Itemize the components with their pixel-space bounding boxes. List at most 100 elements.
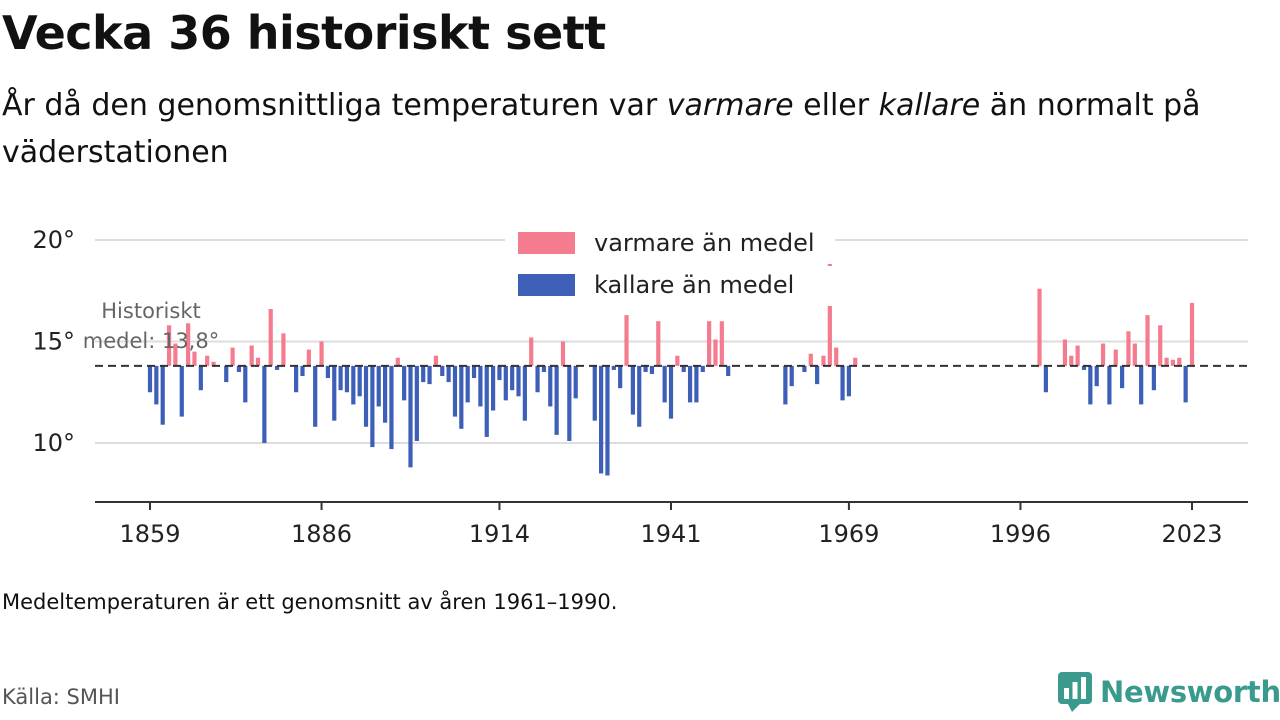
- bar-cold: [376, 365, 381, 407]
- bar-warm: [675, 355, 680, 366]
- bar-warm: [205, 355, 210, 366]
- bar-cold: [243, 365, 248, 403]
- bar-warm: [1145, 315, 1150, 366]
- subtitle-text-2: eller: [793, 88, 879, 123]
- bar-warm: [1132, 343, 1137, 366]
- bar-cold: [541, 365, 547, 372]
- bar-warm: [1177, 357, 1182, 366]
- bar-warm: [808, 353, 813, 366]
- newsworthy-logo-icon: [1058, 672, 1092, 712]
- bar-warm: [186, 323, 191, 366]
- bar-warm: [624, 315, 629, 366]
- bar-cold: [700, 365, 705, 372]
- bar-cold: [726, 365, 731, 377]
- bar-warm: [1075, 345, 1080, 366]
- footnote: Medeltemperaturen är ett genomsnitt av å…: [2, 590, 618, 614]
- bar-cold: [363, 365, 369, 427]
- bar-warm: [306, 349, 311, 366]
- bar-cold: [497, 365, 502, 381]
- bar-cold: [1120, 365, 1125, 389]
- bar-cold: [815, 365, 820, 385]
- subtitle-warm-word: varmare: [666, 88, 794, 123]
- bar-warm: [1062, 339, 1068, 366]
- bar-cold: [357, 365, 362, 397]
- subtitle-text-3: än normalt på väderstationen: [2, 88, 1201, 170]
- bar-cold: [846, 365, 851, 397]
- bar-cold: [783, 365, 788, 405]
- bars: [147, 260, 1195, 476]
- bar-cold: [611, 365, 616, 370]
- x-tick-label: 1941: [640, 520, 701, 548]
- bar-warm: [713, 339, 718, 366]
- bar-cold: [332, 365, 337, 421]
- bar-cold: [325, 365, 330, 379]
- bar-cold: [510, 365, 515, 391]
- bar-cold: [478, 365, 483, 407]
- bar-cold: [440, 365, 445, 377]
- chart-subtitle: År då den genomsnittliga temperaturen va…: [2, 82, 1242, 176]
- bar-warm: [1126, 331, 1131, 366]
- bar-warm: [319, 341, 324, 366]
- bar-warm: [173, 343, 178, 366]
- bar-warm: [1189, 302, 1195, 366]
- legend-label-cold: kallare än medel: [594, 271, 794, 299]
- x-tick-label: 1996: [990, 520, 1051, 548]
- subtitle-text-1: År då den genomsnittliga temperaturen va…: [2, 88, 667, 123]
- bar-warm: [821, 355, 826, 366]
- bar-cold: [427, 365, 432, 385]
- bar-warm: [853, 357, 858, 366]
- bar-cold: [179, 365, 184, 417]
- bar-cold: [294, 365, 299, 393]
- bar-cold: [516, 365, 521, 397]
- bar-cold: [637, 365, 642, 427]
- newsworthy-logo[interactable]: Newsworthy: [1058, 672, 1280, 712]
- bar-warm: [230, 347, 235, 366]
- bar-cold: [605, 365, 610, 476]
- x-tick-label: 1859: [119, 520, 180, 548]
- bar-cold: [465, 365, 470, 403]
- bar-cold: [548, 365, 553, 407]
- bar-cold: [1043, 365, 1048, 393]
- legend-swatch-warm: [518, 232, 575, 254]
- bar-warm: [719, 321, 724, 366]
- x-axis-ticks: 1859 1886 1914 1941 1969 1996 2023: [119, 502, 1223, 548]
- bar-cold: [147, 365, 153, 393]
- bar-cold: [471, 365, 477, 379]
- baseline-label-line: Historiskt: [101, 299, 200, 323]
- bar-cold: [338, 365, 343, 391]
- bar-cold: [1107, 365, 1112, 405]
- bar-cold: [414, 365, 419, 441]
- bar-cold: [1081, 365, 1087, 370]
- bar-cold: [370, 365, 375, 448]
- bar-cold: [503, 365, 508, 401]
- bar-warm: [1037, 288, 1042, 366]
- brand-name: Newsworthy: [1100, 675, 1280, 709]
- baseline-label-line: medel: 13,8°: [83, 329, 219, 353]
- bar-cold: [554, 365, 559, 435]
- bar-cold: [1088, 365, 1093, 405]
- bar-cold: [1151, 365, 1156, 391]
- bar-cold: [154, 365, 159, 405]
- bar-warm: [268, 309, 273, 366]
- x-tick-label: 1914: [469, 520, 530, 548]
- bar-warm: [281, 333, 286, 366]
- bar-warm: [1100, 343, 1106, 366]
- bar-cold: [522, 365, 527, 421]
- bar-cold: [459, 365, 464, 429]
- bar-cold: [643, 365, 648, 372]
- bar-cold: [491, 365, 496, 411]
- bar-cold: [649, 365, 655, 374]
- bar-cold: [668, 365, 674, 419]
- bar-warm: [1069, 355, 1074, 366]
- bar-cold: [618, 365, 623, 389]
- bar-cold: [408, 365, 413, 468]
- bar-cold: [382, 365, 388, 423]
- bar-cold: [344, 365, 350, 393]
- bar-cold: [535, 365, 540, 393]
- bar-cold: [351, 365, 356, 405]
- bar-cold: [452, 365, 458, 417]
- y-axis-ticks: 10° 15° 20°: [32, 226, 75, 457]
- bar-cold: [160, 365, 165, 425]
- y-tick-label: 20°: [32, 226, 75, 254]
